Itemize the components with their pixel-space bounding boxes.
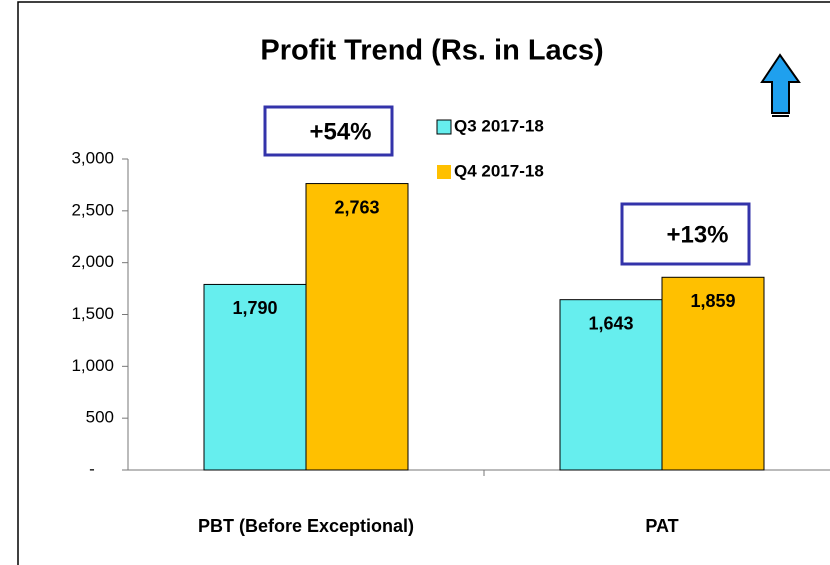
bar [661, 276, 765, 471]
value-label: 1,643 [588, 313, 633, 333]
annotation: +13% [666, 221, 728, 248]
annotation: +54% [309, 118, 371, 145]
bar [203, 283, 307, 471]
chart-title: Profit Trend (Rs. in Lacs) [260, 35, 603, 67]
x-tick-label: PBT (Before Exceptional) [198, 516, 414, 536]
value-label: 1,859 [690, 291, 735, 311]
y-tick-label: 3,000 [71, 148, 114, 167]
legend-label: Q4 2017-18 [454, 161, 544, 180]
x-tick-label: PAT [645, 516, 678, 536]
value-label: 1,790 [232, 298, 277, 318]
legend-swatch [437, 165, 451, 179]
y-tick-label: 500 [86, 408, 114, 427]
legend-swatch [436, 119, 452, 135]
bar [305, 183, 409, 471]
y-tick-label: 2,500 [71, 200, 114, 219]
y-tick-label: 1,000 [71, 356, 114, 375]
up-arrow-icon [760, 53, 801, 117]
y-tick-label: 2,000 [71, 252, 114, 271]
legend-label: Q3 2017-18 [454, 116, 544, 135]
y-tick-label: 1,500 [71, 304, 114, 323]
y-tick-label: - [89, 459, 95, 478]
annotation-box [620, 202, 751, 266]
annotation-box [263, 105, 394, 157]
value-label: 2,763 [334, 197, 379, 217]
